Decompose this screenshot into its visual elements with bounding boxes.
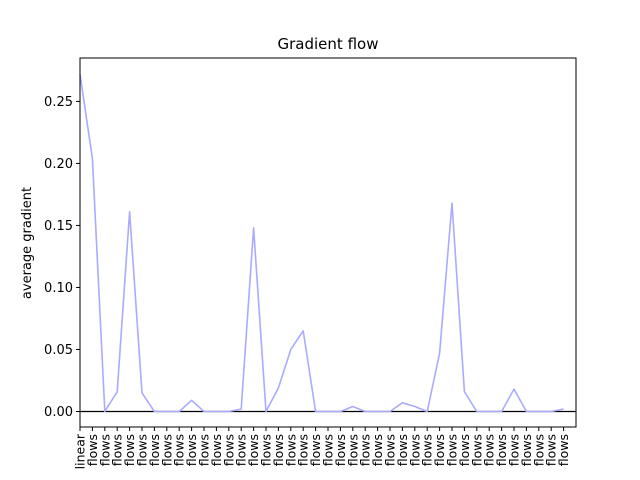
x-tick-label: flows [283,434,298,466]
x-tick-label: flows [296,434,311,466]
chart-title: Gradient flow [278,35,379,53]
x-tick-label: flows [556,434,571,466]
x-tick-label: flows [159,434,174,466]
x-tick-label: flows [259,434,274,466]
x-tick-label: flows [147,434,162,466]
x-tick-label: flows [345,434,360,466]
x-tick-label: flows [507,434,522,466]
x-tick-label: flows [321,434,336,466]
y-tick-label: 0.10 [44,281,73,296]
x-tick-label: flows [457,434,472,466]
y-tick-label: 0.25 [44,95,73,110]
x-tick-label: flows [482,434,497,466]
x-tick-label: flows [370,434,385,466]
x-tick-label: flows [221,434,236,466]
x-tick-label: flows [172,434,187,466]
x-axis: linearflowsflowsflowsflowsflowsflowsflow… [73,427,571,469]
x-tick-label: flows [494,434,509,466]
x-tick-label: linear [73,433,88,469]
x-tick-label: flows [184,434,199,466]
x-tick-label: flows [246,434,261,466]
y-tick-label: 0.15 [44,219,73,234]
x-tick-label: flows [110,434,125,466]
x-tick-label: flows [308,434,323,466]
y-tick-label: 0.00 [44,405,73,420]
x-tick-label: flows [544,434,559,466]
x-tick-label: flows [407,434,422,466]
x-tick-label: flows [97,434,112,466]
x-tick-label: flows [432,434,447,466]
x-tick-label: flows [197,434,212,466]
plot-frame [79,57,577,428]
x-tick-label: flows [395,434,410,466]
x-tick-label: flows [122,434,137,466]
y-axis: 0.00 0.05 0.10 0.15 0.20 0.25 [44,95,80,420]
gradient-series-line [79,74,564,413]
series-layer [79,74,564,413]
x-tick-label: flows [420,434,435,466]
x-tick-label: flows [469,434,484,466]
x-tick-label: flows [383,434,398,466]
x-tick-label: flows [519,434,534,466]
y-axis-label: average gradient [20,187,35,299]
y-tick-label: 0.20 [44,157,73,172]
x-tick-label: flows [531,434,546,466]
x-tick-label: flows [209,434,224,466]
y-tick-label: 0.05 [44,343,73,358]
x-tick-label: flows [333,434,348,466]
x-tick-label: flows [358,434,373,466]
x-tick-label: flows [135,434,150,466]
x-tick-label: flows [234,434,249,466]
x-tick-label: flows [445,434,460,466]
x-tick-label: flows [85,434,100,466]
x-tick-label: flows [271,434,286,466]
